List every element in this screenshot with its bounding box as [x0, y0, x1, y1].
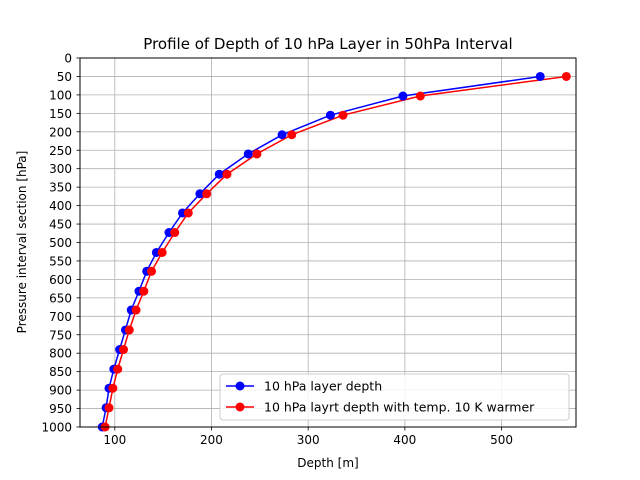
data-point-series-2 [415, 91, 425, 101]
y-tick-label: 500 [49, 236, 72, 250]
y-tick-label: 750 [49, 328, 72, 342]
data-point-series-2 [252, 149, 262, 159]
y-tick-label: 650 [49, 291, 72, 305]
y-tick-label: 150 [49, 107, 72, 121]
x-tick-label: 400 [393, 433, 416, 447]
data-point-series-2 [561, 71, 571, 81]
y-axis-ticks: 0 50 100 150 200 250 300 350 400 450 500 550 600 650 7… [41, 52, 80, 435]
y-tick-label: 50 [57, 70, 72, 84]
data-point-series-2 [139, 286, 149, 296]
x-tick-label: 300 [297, 433, 320, 447]
legend-label-2: 10 hPa layrt depth with temp. 10 K warme… [264, 400, 535, 415]
y-tick-label: 1000 [41, 421, 72, 435]
y-tick-label: 850 [49, 365, 72, 379]
y-tick-label: 350 [49, 181, 72, 195]
data-point-series-2 [183, 208, 193, 218]
data-point-series-2 [104, 403, 114, 413]
data-point-series-2 [287, 130, 297, 140]
chart-title: Profile of Depth of 10 hPa Layer in 50hP… [143, 35, 512, 53]
legend-marker-1 [235, 381, 245, 391]
x-axis-ticks: 100 200 300 400 500 [103, 427, 513, 447]
data-point-series-1 [214, 169, 224, 179]
data-point-series-1 [535, 71, 545, 81]
y-tick-label: 600 [49, 273, 72, 287]
y-tick-label: 800 [49, 347, 72, 361]
data-point-series-2 [170, 228, 180, 238]
data-point-series-2 [119, 345, 129, 355]
y-tick-label: 0 [64, 52, 72, 66]
y-tick-label: 450 [49, 218, 72, 232]
y-tick-label: 900 [49, 384, 72, 398]
y-tick-label: 950 [49, 402, 72, 416]
data-point-series-1 [195, 189, 205, 199]
legend-label-1: 10 hPa layer depth [264, 379, 382, 394]
data-point-series-2 [108, 383, 118, 393]
data-point-series-2 [113, 364, 123, 374]
y-tick-label: 100 [49, 88, 72, 102]
data-point-series-2 [157, 247, 167, 257]
y-axis-label: Pressure interval section [hPa] [15, 151, 29, 334]
data-point-series-1 [243, 149, 253, 159]
y-tick-label: 200 [49, 125, 72, 139]
y-tick-label: 250 [49, 144, 72, 158]
x-tick-label: 500 [490, 433, 513, 447]
data-point-series-2 [147, 266, 157, 276]
data-point-series-1 [398, 91, 408, 101]
data-point-series-1 [277, 130, 287, 140]
y-tick-label: 700 [49, 310, 72, 324]
legend-box [219, 373, 570, 421]
data-point-series-1 [325, 110, 335, 120]
data-point-series-2 [338, 110, 348, 120]
data-point-series-2 [202, 189, 212, 199]
data-point-series-2 [124, 325, 134, 335]
data-point-series-2 [222, 169, 232, 179]
legend: 10 hPa layer depth 10 hPa layrt depth wit… [219, 373, 570, 421]
x-axis-label: Depth [m] [297, 456, 358, 470]
y-tick-label: 550 [49, 254, 72, 268]
x-tick-label: 100 [103, 433, 126, 447]
data-point-series-2 [131, 305, 141, 315]
legend-marker-2 [235, 402, 245, 412]
series-markers [97, 71, 571, 432]
y-tick-label: 400 [49, 199, 72, 213]
x-tick-label: 200 [200, 433, 223, 447]
y-tick-label: 300 [49, 162, 72, 176]
